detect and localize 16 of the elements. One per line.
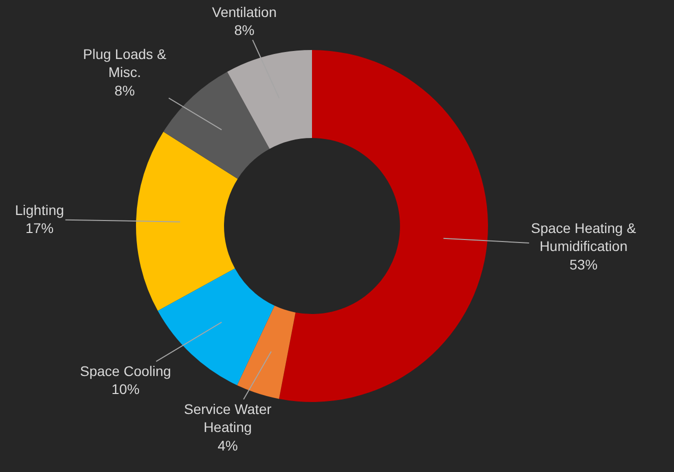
slice-label: Ventilation [212,4,277,20]
donut-slice [237,306,296,399]
data-label: 53% [570,256,598,272]
data-label: 4% [218,437,238,454]
data-label: 8% [114,82,135,98]
slice-label: Lighting [15,202,64,218]
slice-label: Space Cooling [80,363,172,379]
donut-slice [279,50,488,402]
data-label: 17% [26,220,54,236]
slice-label: Service Water Heating [184,401,272,436]
slice-label: Plug Loads & Misc. [83,46,167,80]
donut-slice [163,72,270,179]
slice-label: Space Heating & Humidification [531,220,637,254]
data-label: 10% [112,381,140,398]
data-label: 8% [234,22,254,38]
donut-slice [136,132,238,311]
